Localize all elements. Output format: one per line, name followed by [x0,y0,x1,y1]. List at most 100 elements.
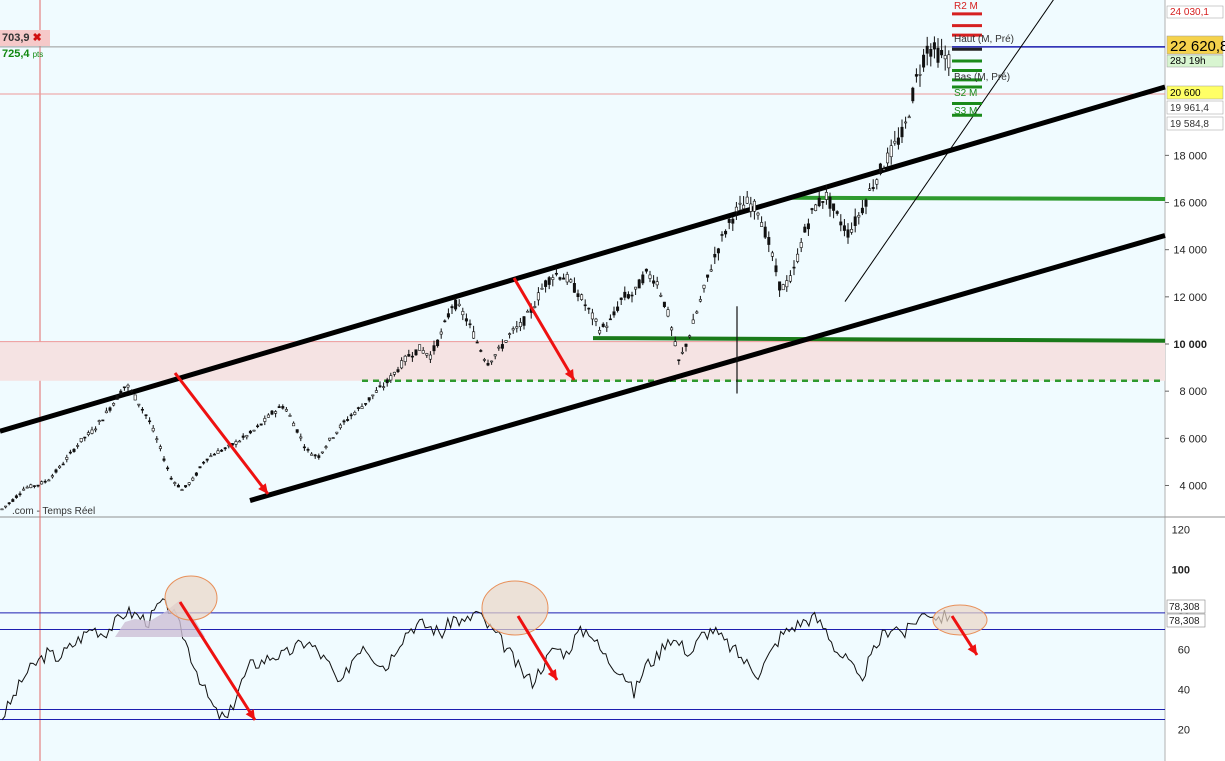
candle-body [644,268,648,272]
candle-body [65,457,69,460]
candle-body [151,427,155,432]
candle-body [720,234,724,236]
rsi-tick-label: 60 [1178,645,1190,657]
candle-body [482,359,486,361]
rsi-tag-text: 78,308 [1169,602,1200,613]
candle-body [742,204,746,210]
candle-body [4,505,8,508]
candle-body [648,274,652,279]
candle-body [515,326,519,329]
candle-body [558,277,562,280]
candle-body [616,306,620,311]
candle-body [43,480,47,483]
candle-body [853,216,857,226]
candle-body [259,423,263,426]
candle-body [457,303,461,306]
candle-body [497,346,501,349]
price-tick-label: 8 000 [1179,386,1207,398]
candle-body [857,215,861,218]
candle-body [803,226,807,233]
candle-body [144,414,148,417]
candle-body [288,415,292,417]
candle-body [90,429,94,434]
candle-body [655,281,659,286]
candle-body [155,438,159,441]
candle-body [637,279,641,289]
candle-body [500,344,504,349]
candle-body [216,450,220,454]
close-icon[interactable]: ✖ [32,32,42,44]
candle-body [518,322,522,327]
candle-body [83,436,87,439]
candle-body [173,482,177,484]
candle-body [922,54,926,68]
candle-body [554,272,558,275]
candle-body [522,316,526,326]
candle-body [299,436,303,439]
candle-body [234,441,238,445]
candle-body [108,407,112,411]
candle-body [0,508,4,511]
candle-body [918,74,922,76]
candle-body [220,449,224,452]
candle-body [914,74,918,77]
price-tick-label: 12 000 [1173,292,1207,304]
rsi-arrow-1-head [245,709,255,720]
candle-body [439,331,443,335]
candle-body [374,390,378,393]
candle-body [202,461,206,464]
candle-body [76,445,80,447]
candle-body [551,277,555,280]
candle-body [112,403,116,406]
candle-body [634,286,638,290]
candle-body [533,306,537,308]
source-label: .com - Temps Réel [12,506,95,517]
rsi-tag-box [1166,613,1206,628]
candle-body [25,486,29,489]
candle-body [832,203,836,211]
pivot-label: R2 M [954,1,978,12]
candle-body [536,292,540,301]
candle-body [792,266,796,269]
candle-body [306,449,310,451]
candle-body [907,116,911,119]
candle-body [947,54,951,69]
candle-body [328,437,332,441]
candle-body [36,484,40,487]
candle-body [367,397,371,401]
candle-body [688,335,692,338]
candle-body [569,279,573,283]
candle-body [256,425,260,428]
candle-body [626,294,630,299]
candle-body [583,304,587,307]
price-arrow-1 [173,372,270,495]
candle-body [774,265,778,273]
candle-body [392,371,396,375]
candle-body [673,341,677,347]
candle-body [871,187,875,189]
candle-body [828,196,832,209]
candle-body [605,325,609,328]
change-badge: 725,4 pts [0,47,74,62]
candle-body [241,435,245,438]
candle-body [421,350,425,354]
candle-body [670,327,674,331]
trend-line-thin [844,0,1054,302]
candle-body [331,437,335,439]
candle-body [698,299,702,302]
candle-body [180,489,184,491]
candle-body [385,379,389,384]
candle-body [680,351,684,354]
candle-body [252,429,256,432]
candle-body [889,145,893,158]
candle-body [40,481,44,485]
candle-body [353,412,357,415]
rsi-line [1,598,951,721]
candle-body [292,422,296,427]
candle-body [695,311,699,314]
candle-body [310,453,314,456]
candle-body [886,152,890,164]
candle-body [176,484,180,488]
price-tag-box [1166,5,1224,19]
candle-body [540,287,544,290]
